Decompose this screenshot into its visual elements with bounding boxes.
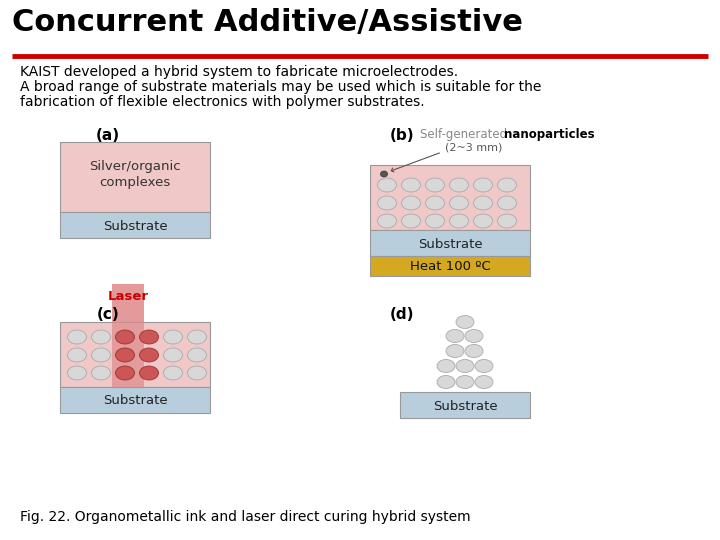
Ellipse shape — [377, 214, 397, 228]
Ellipse shape — [474, 214, 492, 228]
Bar — [370, 165, 530, 230]
Bar — [60, 322, 210, 387]
Ellipse shape — [498, 178, 516, 192]
Text: A broad range of substrate materials may be used which is suitable for the: A broad range of substrate materials may… — [20, 80, 541, 94]
Text: (a): (a) — [96, 128, 120, 143]
Text: Concurrent Additive/Assistive: Concurrent Additive/Assistive — [12, 8, 523, 37]
Bar — [112, 322, 144, 387]
Ellipse shape — [380, 171, 387, 177]
Text: Substrate: Substrate — [103, 219, 167, 233]
Text: nanoparticles: nanoparticles — [504, 128, 595, 141]
Ellipse shape — [449, 178, 469, 192]
Ellipse shape — [474, 178, 492, 192]
Ellipse shape — [140, 366, 158, 380]
Bar — [60, 142, 210, 212]
Ellipse shape — [456, 315, 474, 328]
Ellipse shape — [91, 330, 110, 344]
Ellipse shape — [115, 348, 135, 362]
Bar — [370, 230, 530, 256]
Text: Silver/organic: Silver/organic — [89, 160, 181, 173]
Ellipse shape — [91, 366, 110, 380]
Ellipse shape — [437, 375, 455, 388]
Ellipse shape — [163, 330, 182, 344]
Text: Fig. 22. Organometallic ink and laser direct curing hybrid system: Fig. 22. Organometallic ink and laser di… — [20, 510, 471, 524]
Ellipse shape — [426, 178, 444, 192]
Text: Self-generated: Self-generated — [420, 128, 511, 141]
Ellipse shape — [187, 348, 207, 362]
Ellipse shape — [498, 196, 516, 210]
Ellipse shape — [163, 366, 182, 380]
Bar — [60, 212, 210, 238]
Text: (b): (b) — [390, 128, 415, 143]
Ellipse shape — [449, 214, 469, 228]
Ellipse shape — [402, 196, 420, 210]
Text: Substrate: Substrate — [433, 400, 498, 413]
Ellipse shape — [475, 360, 493, 373]
Ellipse shape — [140, 330, 158, 344]
Text: fabrication of flexible electronics with polymer substrates.: fabrication of flexible electronics with… — [20, 95, 425, 109]
Ellipse shape — [426, 196, 444, 210]
Bar — [400, 392, 530, 418]
Ellipse shape — [465, 329, 483, 342]
Ellipse shape — [456, 375, 474, 388]
Bar — [60, 387, 210, 413]
Ellipse shape — [140, 348, 158, 362]
Ellipse shape — [498, 214, 516, 228]
Bar — [112, 284, 144, 322]
Ellipse shape — [449, 196, 469, 210]
Text: Substrate: Substrate — [103, 395, 167, 408]
Ellipse shape — [91, 348, 110, 362]
Ellipse shape — [446, 329, 464, 342]
Ellipse shape — [163, 348, 182, 362]
Ellipse shape — [426, 214, 444, 228]
Ellipse shape — [68, 366, 86, 380]
Ellipse shape — [474, 196, 492, 210]
Text: (c): (c) — [96, 307, 120, 322]
Ellipse shape — [187, 330, 207, 344]
Ellipse shape — [377, 178, 397, 192]
Ellipse shape — [402, 178, 420, 192]
Bar — [370, 256, 530, 276]
Ellipse shape — [465, 345, 483, 357]
Text: complexes: complexes — [99, 176, 171, 189]
Ellipse shape — [187, 366, 207, 380]
Ellipse shape — [68, 330, 86, 344]
Ellipse shape — [456, 360, 474, 373]
Ellipse shape — [402, 214, 420, 228]
Text: KAIST developed a hybrid system to fabricate microelectrodes.: KAIST developed a hybrid system to fabri… — [20, 65, 458, 79]
Ellipse shape — [115, 330, 135, 344]
Text: Laser: Laser — [107, 291, 148, 303]
Text: Substrate: Substrate — [418, 238, 482, 251]
Ellipse shape — [377, 196, 397, 210]
Text: Heat 100 ºC: Heat 100 ºC — [410, 260, 490, 273]
Ellipse shape — [115, 366, 135, 380]
Ellipse shape — [446, 345, 464, 357]
Ellipse shape — [475, 375, 493, 388]
Text: (2~3 mm): (2~3 mm) — [445, 142, 503, 152]
Ellipse shape — [68, 348, 86, 362]
Ellipse shape — [437, 360, 455, 373]
Text: (d): (d) — [390, 307, 415, 322]
